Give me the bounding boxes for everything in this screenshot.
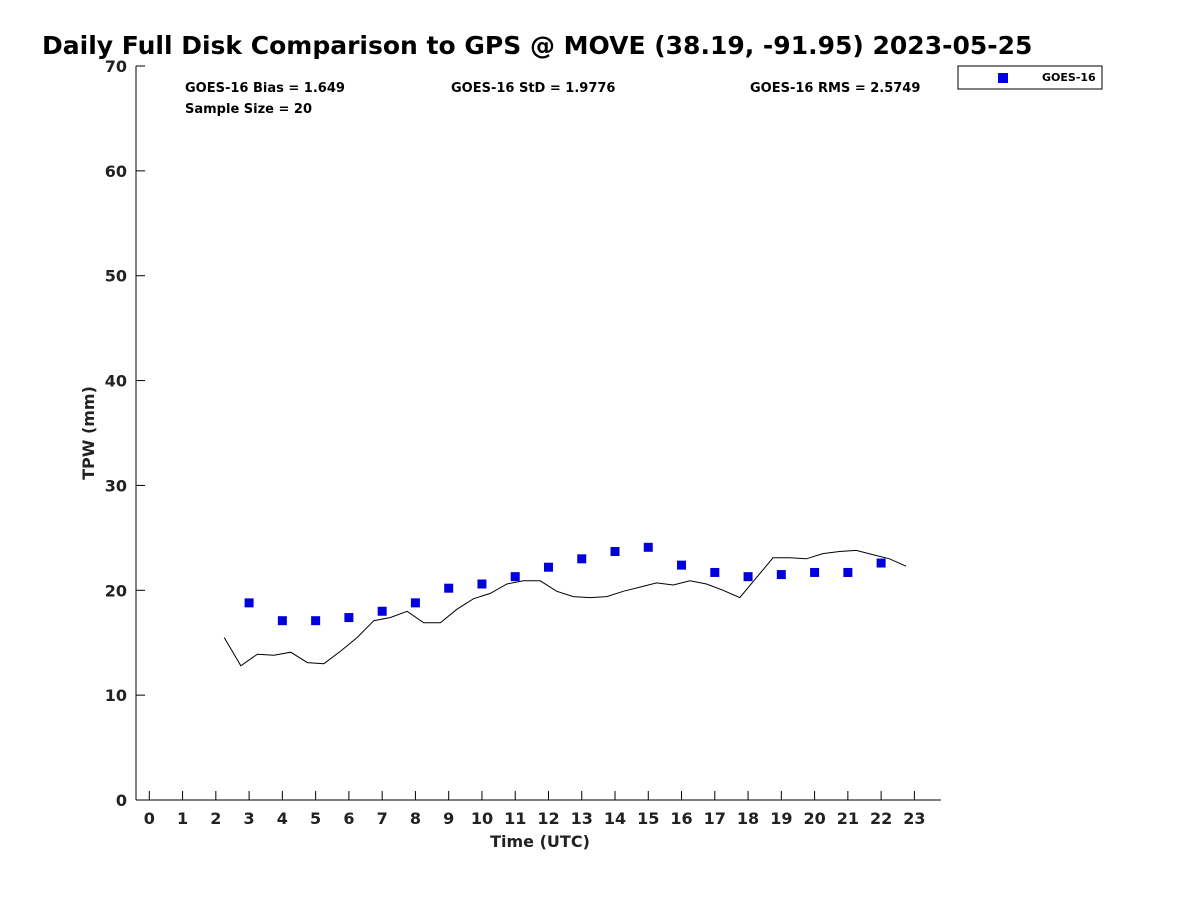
- x-tick-label: 11: [504, 809, 526, 828]
- goes16-point: [244, 598, 254, 608]
- goes16-point: [677, 560, 687, 570]
- x-tick-label: 19: [770, 809, 792, 828]
- x-tick-label: 14: [604, 809, 626, 828]
- stat-rms: GOES-16 RMS = 2.5749: [750, 81, 920, 96]
- legend-label-goes16: GOES-16: [1042, 71, 1096, 84]
- goes16-point: [643, 542, 653, 552]
- x-tick-label: 15: [637, 809, 659, 828]
- x-tick-label: 17: [704, 809, 726, 828]
- y-tick-label: 60: [105, 162, 127, 181]
- chart-title: Daily Full Disk Comparison to GPS @ MOVE…: [42, 31, 1032, 60]
- y-tick-label: 50: [105, 267, 127, 286]
- goes16-point: [510, 572, 520, 582]
- gps-series-line: [223, 549, 907, 667]
- x-tick-label: 18: [737, 809, 759, 828]
- stat-sample-size: Sample Size = 20: [185, 102, 312, 117]
- legend-box: [957, 65, 1103, 90]
- x-tick-label: 5: [310, 809, 321, 828]
- x-tick-label: 22: [870, 809, 892, 828]
- y-tick-label: 0: [116, 791, 127, 810]
- goes16-point: [843, 567, 853, 577]
- x-tick-label: 23: [903, 809, 925, 828]
- goes16-point: [743, 572, 753, 582]
- goes16-point: [610, 546, 620, 556]
- x-axis-label: Time (UTC): [490, 832, 590, 851]
- y-tick-label: 10: [105, 686, 127, 705]
- y-ticks: 0 10 20 30 40 50 60 70: [105, 57, 145, 810]
- goes16-point: [444, 583, 454, 593]
- y-tick-label: 40: [105, 372, 127, 391]
- goes16-point: [277, 616, 287, 626]
- x-tick-label: 8: [410, 809, 421, 828]
- goes16-point: [710, 567, 720, 577]
- legend: GOES-16: [957, 65, 1103, 90]
- x-tick-label: 6: [343, 809, 354, 828]
- goes16-point: [311, 616, 321, 626]
- x-tick-label: 16: [670, 809, 692, 828]
- goes16-point: [776, 570, 786, 580]
- goes16-point: [577, 554, 587, 564]
- x-tick-label: 21: [837, 809, 859, 828]
- x-tick-label: 0: [144, 809, 155, 828]
- goes16-point: [377, 606, 387, 616]
- x-tick-label: 12: [537, 809, 559, 828]
- goes16-point: [543, 562, 553, 572]
- x-tick-label: 1: [177, 809, 188, 828]
- x-tick-label: 4: [277, 809, 288, 828]
- legend-marker-goes16: [998, 73, 1008, 83]
- x-tick-label: 2: [210, 809, 221, 828]
- x-tick-label: 9: [443, 809, 454, 828]
- y-tick-label: 70: [105, 57, 127, 76]
- y-tick-label: 20: [105, 581, 127, 600]
- x-tick-label: 3: [244, 809, 255, 828]
- goes16-point: [410, 598, 420, 608]
- x-ticks: 0 1 2 3 4 5 6 7 8 9 10 11 12 13 14 15 16 17 18 19 20 21 22 23: [144, 791, 926, 828]
- stat-std: GOES-16 StD = 1.9776: [451, 81, 615, 96]
- goes16-point: [810, 567, 820, 577]
- stat-bias: GOES-16 Bias = 1.649: [185, 81, 345, 96]
- goes16-point: [876, 558, 886, 568]
- y-axis-label: TPW (mm): [79, 386, 98, 480]
- goes16-point: [477, 579, 487, 589]
- goes16-points: [244, 542, 886, 626]
- x-tick-label: 13: [571, 809, 593, 828]
- x-tick-label: 7: [377, 809, 388, 828]
- x-tick-label: 20: [803, 809, 825, 828]
- goes16-point: [344, 613, 354, 623]
- y-tick-label: 30: [105, 476, 127, 495]
- x-tick-label: 10: [471, 809, 493, 828]
